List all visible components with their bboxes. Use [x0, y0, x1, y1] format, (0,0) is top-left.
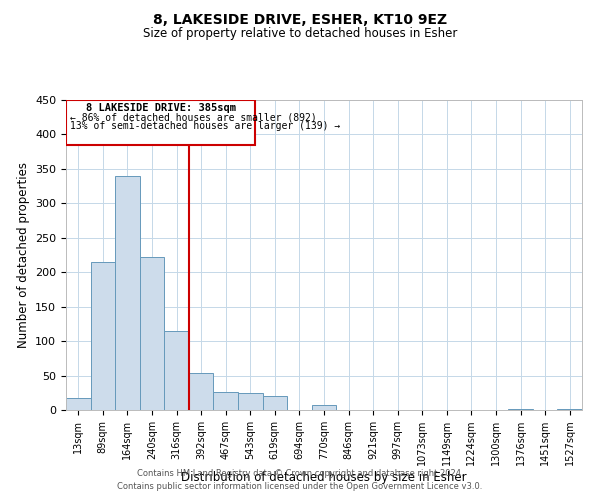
Bar: [189, 374, 214, 410]
Bar: [508, 408, 533, 410]
Text: Contains public sector information licensed under the Open Government Licence v3: Contains public sector information licen…: [118, 482, 482, 491]
Bar: [238, 393, 263, 410]
Text: ← 86% of detached houses are smaller (892): ← 86% of detached houses are smaller (89…: [70, 112, 316, 122]
Bar: [66, 398, 91, 410]
Bar: [164, 332, 189, 410]
Y-axis label: Number of detached properties: Number of detached properties: [17, 162, 29, 348]
Text: Size of property relative to detached houses in Esher: Size of property relative to detached ho…: [143, 28, 457, 40]
Bar: [91, 262, 115, 410]
Bar: [115, 176, 140, 410]
Bar: [312, 405, 336, 410]
Text: 13% of semi-detached houses are larger (139) →: 13% of semi-detached houses are larger (…: [70, 122, 340, 132]
Bar: [263, 396, 287, 410]
Bar: [557, 408, 582, 410]
X-axis label: Distribution of detached houses by size in Esher: Distribution of detached houses by size …: [181, 471, 467, 484]
Bar: [140, 257, 164, 410]
Text: 8 LAKESIDE DRIVE: 385sqm: 8 LAKESIDE DRIVE: 385sqm: [86, 104, 236, 114]
Bar: [214, 392, 238, 410]
Text: Contains HM Land Registry data © Crown copyright and database right 2024.: Contains HM Land Registry data © Crown c…: [137, 468, 463, 477]
FancyBboxPatch shape: [66, 100, 255, 145]
Text: 8, LAKESIDE DRIVE, ESHER, KT10 9EZ: 8, LAKESIDE DRIVE, ESHER, KT10 9EZ: [153, 12, 447, 26]
